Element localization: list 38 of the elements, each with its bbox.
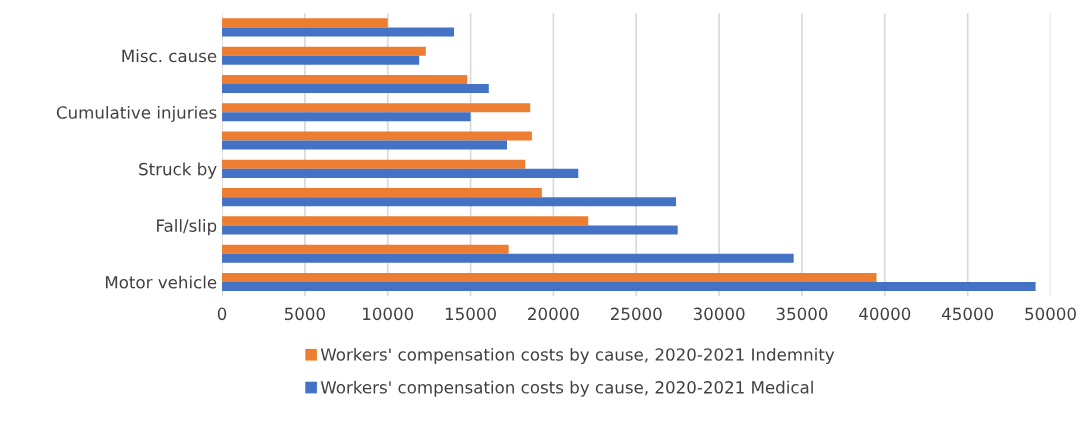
- bar: [222, 27, 454, 37]
- bar: [222, 103, 531, 113]
- x-tick-label: 40000: [859, 307, 911, 321]
- x-tick-label: 5000: [284, 307, 325, 321]
- bar: [222, 197, 677, 207]
- bar: [222, 159, 526, 169]
- x-tick-label: 35000: [776, 307, 828, 321]
- bar: [222, 46, 426, 56]
- bar: [222, 140, 508, 150]
- x-tick-label: 0: [217, 307, 227, 321]
- x-tick-label: 25000: [610, 307, 662, 321]
- bar: [222, 83, 489, 94]
- y-tick-label: Motor vehicle: [105, 275, 217, 289]
- y-tick-label: Struck by: [139, 162, 217, 179]
- bar: [222, 244, 509, 254]
- bar: [222, 131, 532, 141]
- bar: [222, 282, 1036, 292]
- bar: [222, 74, 468, 84]
- legend-label: Workers' compensation costs by cause, 2020-2021 Medical: [320, 380, 813, 397]
- bar: [222, 272, 877, 282]
- bar: [222, 225, 678, 235]
- x-tick-label: 30000: [693, 307, 745, 321]
- y-tick-label: Cumulative injuries: [56, 105, 217, 123]
- bar: [222, 18, 388, 28]
- x-tick-label: 45000: [941, 307, 994, 321]
- bar: [222, 168, 579, 178]
- legend-label: Workers' compensation costs by cause, 2020-2021 Indemnity: [320, 347, 835, 365]
- x-tick-label: 20000: [528, 307, 579, 321]
- x-tick-label: 50000: [1025, 307, 1076, 321]
- bar: [222, 216, 589, 226]
- bar: [222, 112, 471, 122]
- bar: [222, 253, 794, 263]
- y-tick-label: Misc. cause: [122, 49, 217, 63]
- x-tick-label: 10000: [363, 307, 414, 321]
- x-tick-label: 15000: [445, 307, 496, 321]
- bar: [222, 188, 542, 198]
- bar: [222, 55, 420, 65]
- y-tick-label: Fall/slip: [157, 219, 217, 236]
